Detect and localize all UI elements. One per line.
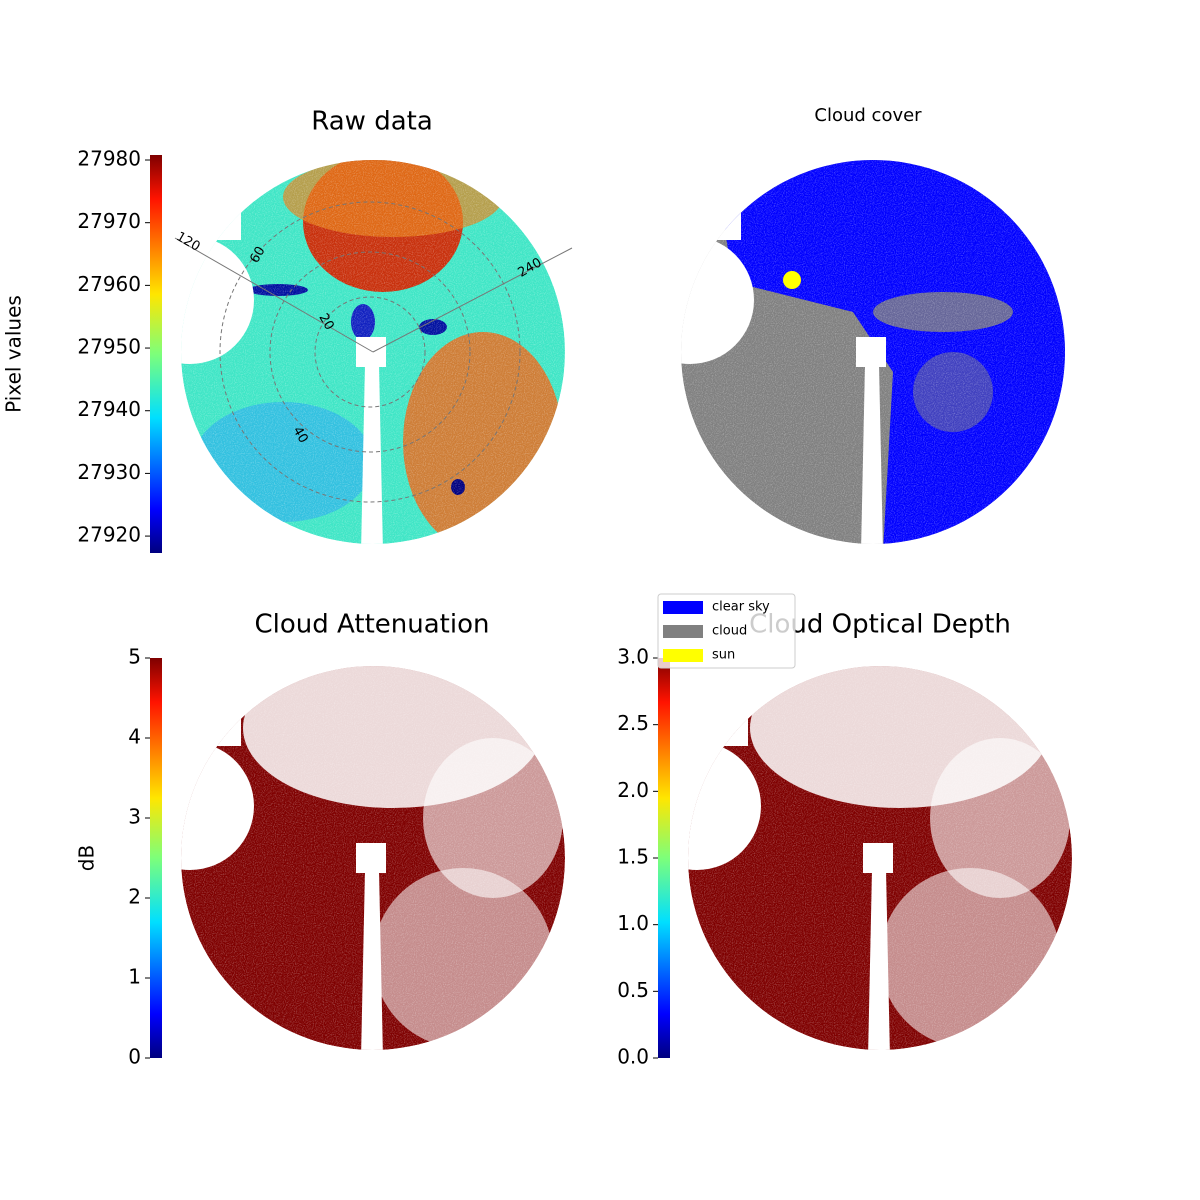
sky-image — [681, 160, 1065, 544]
legend-swatch — [663, 625, 703, 638]
horizon-mask — [681, 236, 754, 364]
tick-label: 27920 — [77, 523, 141, 547]
legend-label: sun — [712, 648, 735, 663]
tick-label: 27930 — [77, 460, 141, 484]
arm — [361, 870, 383, 1050]
polar-circle — [269, 251, 471, 453]
chart-title: Cloud cover — [814, 105, 922, 126]
tick-label: 27970 — [77, 209, 141, 233]
chart-title: Raw data — [311, 107, 433, 137]
horizon-mask — [181, 666, 241, 746]
polar-line — [372, 247, 573, 353]
tick-label: 0 — [128, 1045, 141, 1069]
sun — [783, 271, 801, 289]
shadowband — [863, 843, 893, 873]
tick-label: 2 — [128, 885, 141, 909]
tick-label: 4 — [128, 725, 141, 749]
colorbar-label: Pixel values — [2, 295, 26, 413]
colorbar — [150, 155, 162, 553]
horizon-mask — [181, 742, 254, 870]
sky-image — [181, 666, 565, 1050]
tick-label: 5 — [128, 645, 141, 669]
tick-label: 27950 — [77, 335, 141, 359]
chart-title: Cloud Attenuation — [255, 610, 490, 640]
legend-label: clear sky — [712, 600, 770, 615]
tick-label: 3 — [128, 805, 141, 829]
tick-label: 1.5 — [617, 845, 649, 869]
tick-label: 0.0 — [617, 1045, 649, 1069]
legend-swatch — [663, 601, 703, 614]
polar-circle — [219, 201, 521, 503]
polar-label: 40 — [289, 424, 310, 446]
legend-swatch — [663, 649, 703, 662]
tick-label: 3.0 — [617, 645, 649, 669]
polar-circle — [314, 296, 426, 408]
horizon-mask — [181, 236, 254, 364]
sky-image — [181, 160, 565, 544]
colorbar — [658, 658, 670, 1058]
shadowband — [356, 337, 386, 367]
legend: clear sky cloud sun — [657, 593, 796, 669]
tick-label: 27980 — [77, 147, 141, 171]
horizon-mask — [688, 666, 748, 746]
tick-label: 27940 — [77, 397, 141, 421]
colorbar — [150, 658, 162, 1058]
shadowband — [356, 843, 386, 873]
legend-label: cloud — [712, 624, 747, 639]
tick-label: 1.0 — [617, 911, 649, 935]
polar-line — [174, 237, 374, 353]
horizon-mask — [181, 160, 241, 240]
arm — [361, 364, 383, 544]
tick-label: 0.5 — [617, 978, 649, 1002]
arm — [861, 364, 883, 544]
sky-image — [688, 666, 1072, 1050]
arm — [868, 870, 890, 1050]
polar-grid — [174, 201, 573, 503]
horizon-mask — [688, 742, 761, 870]
tick-label: 2.0 — [617, 778, 649, 802]
colorbar-label: dB — [75, 845, 99, 871]
tick-label: 27960 — [77, 272, 141, 296]
polar-label: 60 — [247, 244, 268, 266]
polar-label: 20 — [315, 311, 336, 333]
tick-label: 1 — [128, 965, 141, 989]
shadowband — [856, 337, 886, 367]
horizon-mask — [681, 160, 741, 240]
tick-label: 2.5 — [617, 711, 649, 735]
